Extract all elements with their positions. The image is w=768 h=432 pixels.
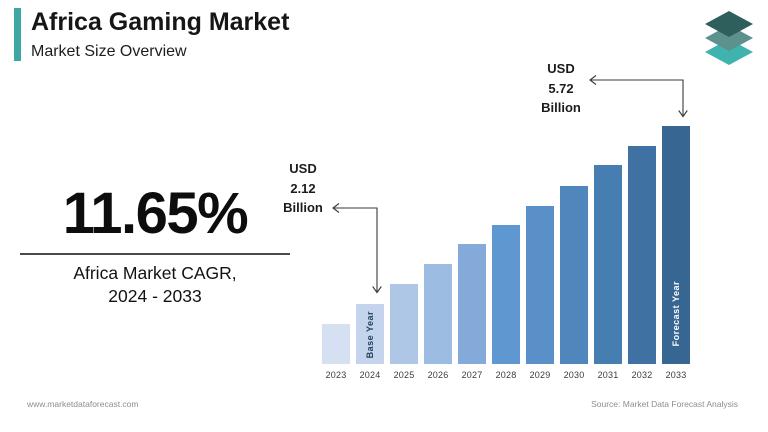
bar-column-2027: 2027 (458, 126, 486, 380)
cagr-value: 11.65% (62, 181, 249, 246)
cagr-label-line1: Africa Market CAGR, (73, 262, 237, 283)
x-axis-label-2030: 2030 (563, 370, 585, 380)
bar-2025 (390, 284, 418, 364)
x-axis-label-2024: 2024 (359, 370, 381, 380)
page-title: Africa Gaming Market (31, 8, 290, 36)
x-axis-label-2028: 2028 (495, 370, 517, 380)
bar-column-2024: Base Year 2024 (356, 126, 384, 380)
x-axis-label-2029: 2029 (529, 370, 551, 380)
annotation-line: Billion (283, 200, 323, 215)
stat-divider (20, 252, 290, 255)
bar-2023 (322, 324, 350, 364)
annotation-line: 2.12 (290, 180, 316, 196)
bar-2028 (492, 225, 520, 364)
page-subtitle: Market Size Overview (31, 42, 187, 60)
header: Africa Gaming Market Market Size Overvie… (14, 8, 289, 61)
bar-column-2023: 2023 (322, 126, 350, 380)
bar-2033: Forecast Year (662, 126, 690, 364)
cagr-label-line2: 2024 - 2033 (108, 285, 202, 306)
bar-2026 (424, 264, 452, 364)
annotation-forecast-year-value: USD 5.72 Billion (529, 59, 593, 118)
annotation-line: Billion (541, 100, 581, 115)
x-axis-label-2027: 2027 (461, 370, 483, 380)
stacked-layers-logo-icon (705, 11, 753, 65)
x-axis-label-2031: 2031 (597, 370, 619, 380)
bar-2024: Base Year (356, 304, 384, 364)
x-axis-label-2023: 2023 (325, 370, 347, 380)
annotation-base-year-value: USD 2.12 Billion (272, 159, 334, 218)
bar-column-2030: 2030 (560, 126, 588, 380)
bar-2029 (526, 206, 554, 364)
bar-column-2025: 2025 (390, 126, 418, 380)
cagr-stat: 11.65% Africa Market CAGR, 2024 - 2033 (18, 181, 292, 308)
bar-2030 (560, 186, 588, 364)
bar-column-2033: Forecast Year 2033 (662, 126, 690, 380)
x-axis-label-2025: 2025 (393, 370, 415, 380)
arrow-to-forecast-year-bar (589, 75, 688, 118)
annotation-line: USD (289, 161, 317, 176)
annotation-line: 5.72 (548, 80, 574, 96)
bar-tag-2033: Forecast Year (671, 280, 681, 346)
bar-tag-2024: Base Year (365, 310, 375, 358)
x-axis-label-2026: 2026 (427, 370, 449, 380)
footer-website-url: www.marketdataforecast.com (27, 399, 139, 409)
footer-source-text: Source: Market Data Forecast Analysis (591, 399, 738, 409)
bar-column-2029: 2029 (526, 126, 554, 380)
x-axis-label-2033: 2033 (665, 370, 687, 380)
x-axis-label-2032: 2032 (631, 370, 653, 380)
bar-column-2026: 2026 (424, 126, 452, 380)
bar-2032 (628, 146, 656, 364)
annotation-line: USD (547, 61, 575, 76)
bar-column-2032: 2032 (628, 126, 656, 380)
bar-column-2028: 2028 (492, 126, 520, 380)
bar-2027 (458, 244, 486, 364)
bar-column-2031: 2031 (594, 126, 622, 380)
header-text: Africa Gaming Market Market Size Overvie… (31, 8, 289, 61)
bar-chart: 2023 Base Year 2024 2025 2026 2027 2028 2029 203… (322, 126, 690, 380)
bar-2031 (594, 165, 622, 364)
accent-bar (14, 8, 21, 61)
